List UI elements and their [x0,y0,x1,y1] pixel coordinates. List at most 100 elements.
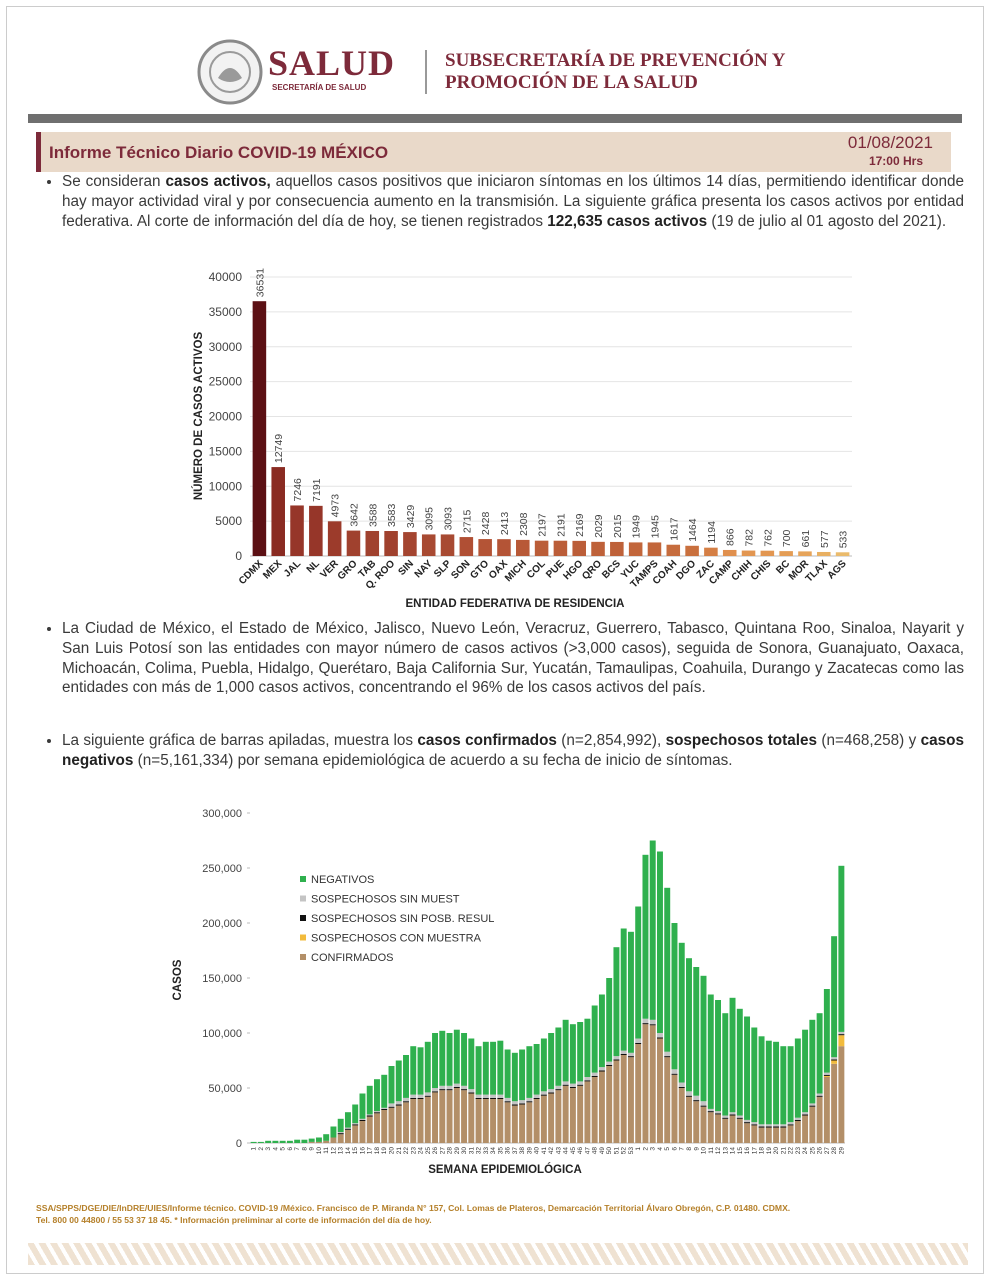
bar-segment [642,854,649,1019]
bar-segment [802,1112,809,1115]
bar [516,539,530,556]
bar-segment [736,1118,743,1143]
x-tick-label: 49 [599,1147,606,1155]
bar-segment [678,942,685,1083]
bar-segment [475,1046,482,1095]
bar-segment [729,1114,736,1116]
x-tick-label: 27 [439,1147,446,1155]
bar-segment [497,1097,504,1099]
bar-segment [715,1000,721,1112]
value-label: 866 [725,528,737,546]
bar-segment [577,1022,584,1082]
bar-segment [613,1056,620,1060]
value-label: 3093 [443,507,455,531]
bar-segment [831,1057,838,1060]
bar [421,534,436,556]
bar-segment [773,1041,780,1125]
value-label: 3588 [367,503,379,527]
bar-segment [678,1088,685,1143]
bar-segment [352,1123,359,1125]
bar-segment [613,1059,620,1061]
bar-segment [562,1081,569,1085]
bar-segment [816,1095,823,1097]
bar-segment [403,1097,409,1102]
bar-segment [787,1124,794,1126]
bar-segment [526,1097,533,1102]
bar-segment [344,1128,351,1130]
y-axis-title: NÚMERO DE CASOS ACTIVOS [192,332,205,501]
text: Se consideran [62,173,166,190]
x-tick-label: 17 [751,1147,758,1155]
value-label: 2015 [612,514,624,538]
bar-segment [475,1099,482,1143]
bar-segment [678,1086,685,1088]
text: aquellos casos positivos que iniciaron s… [62,173,965,230]
bar-segment [359,1119,366,1121]
bar-segment [591,1077,598,1143]
bar-segment [344,1127,351,1129]
value-label: 1945 [649,515,661,539]
report-time: 17:00 Hrs [868,154,923,168]
bar-segment [482,1041,489,1095]
bar-segment [577,1085,584,1143]
bullet: La Ciudad de México, el Estado de México… [62,619,964,698]
bar-segment [504,1101,511,1103]
x-tick-label: 23 [795,1147,802,1155]
bar [685,545,699,556]
bar [327,521,342,556]
bar-segment [838,1046,845,1143]
value-label: 12749 [273,434,285,463]
value-label: 1949 [631,515,643,539]
bar-segment [635,906,642,1039]
x-tick-label: 38 [519,1147,526,1155]
bar-segment [468,1089,475,1093]
bar-segment [395,1105,402,1143]
bar [741,550,756,556]
bar-segment [548,1093,555,1143]
bar-segment [693,1101,700,1143]
bar-segment [838,1035,845,1047]
legend-swatch [300,895,306,902]
bar-segment [432,1092,439,1143]
bar-segment [823,1077,830,1143]
bar-segment [758,1126,765,1128]
y-tick-label: 5000 [215,514,242,528]
bar-segment [548,1092,555,1094]
bar-segment [395,1101,402,1105]
bar-segment [823,1075,830,1077]
x-tick-label: 8 [686,1147,693,1151]
bar-segment [540,1091,547,1095]
bar-segment [765,1040,772,1125]
bar-segment [700,1106,707,1143]
y-tick-label: 10000 [209,479,243,493]
bar-segment [446,1033,453,1086]
value-label: 1194 [706,521,718,544]
x-tick-label: 11 [323,1147,330,1154]
bar-segment [787,1046,794,1123]
bar-segment [446,1085,453,1090]
bar-segment [584,1077,591,1081]
x-tick-label: 51 [613,1147,620,1155]
bar-segment [598,994,605,1068]
bar [628,542,643,556]
bar-segment [736,1008,743,1116]
bar-segment [671,1069,678,1074]
value-label: 3095 [424,507,436,531]
legend-label: CONFIRMADOS [311,952,394,964]
bar-segment [715,1113,721,1115]
x-tick-label: 27 [824,1147,831,1155]
x-tick-label: SON [449,558,472,581]
bar-segment [562,1085,569,1143]
y-tick-label: 15000 [209,444,243,458]
bar-segment [656,1037,663,1039]
bar-segment [780,1046,787,1125]
bar-segment [490,1097,497,1099]
x-tick-label: 18 [374,1147,381,1155]
x-tick-label: 29 [454,1147,461,1155]
x-tick-label: 15 [737,1147,744,1155]
x-tick-label: HGO [561,558,585,582]
x-tick-label: 52 [621,1147,628,1155]
bar [704,547,718,556]
x-tick-label: 23 [410,1147,417,1155]
value-label: 782 [744,529,756,547]
